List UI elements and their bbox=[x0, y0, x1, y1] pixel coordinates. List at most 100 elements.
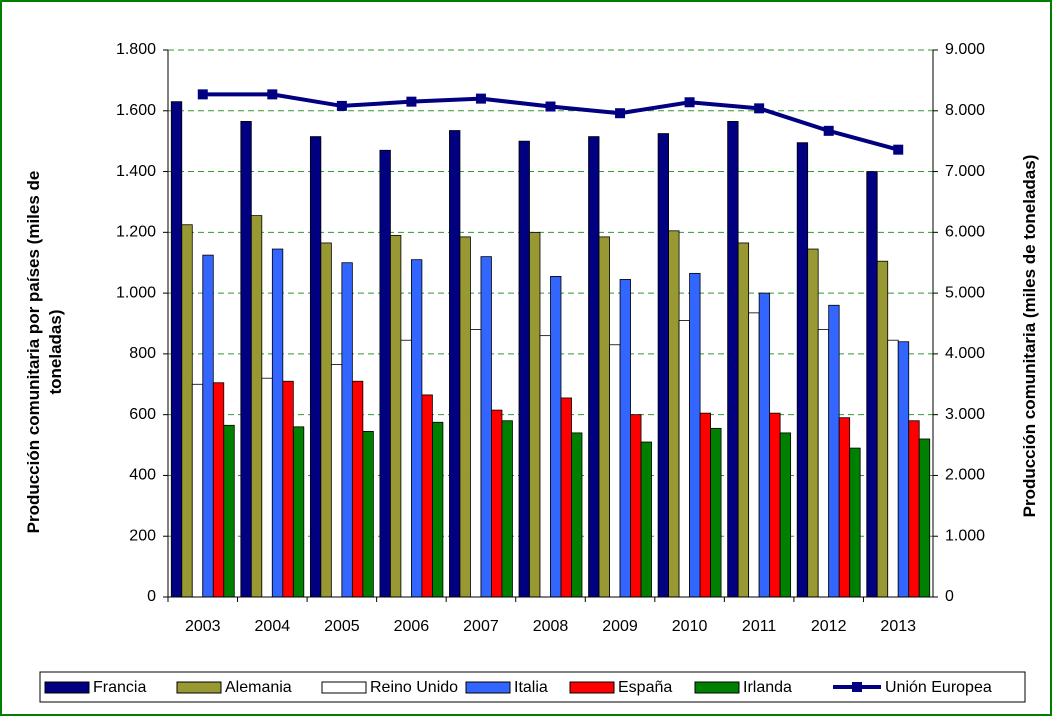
bar bbox=[598, 236, 610, 598]
bar bbox=[309, 136, 322, 598]
line-marker bbox=[823, 125, 834, 136]
bar bbox=[897, 341, 910, 598]
y2-tick-label: 5.000 bbox=[945, 284, 985, 301]
bar bbox=[699, 412, 711, 598]
bar bbox=[866, 171, 878, 598]
legend-swatch bbox=[44, 681, 90, 694]
bar bbox=[678, 320, 690, 598]
bar bbox=[529, 231, 541, 598]
legend-swatch bbox=[852, 682, 862, 692]
x-tick-label: 2011 bbox=[742, 618, 777, 635]
bar bbox=[181, 224, 193, 598]
x-tick-label: 2003 bbox=[185, 618, 221, 635]
legend-label: Irlanda bbox=[743, 679, 792, 696]
bar bbox=[560, 397, 572, 598]
bar bbox=[271, 248, 284, 598]
bar bbox=[212, 382, 225, 598]
y-tick-label: 0 bbox=[147, 588, 156, 605]
bar bbox=[689, 272, 701, 598]
bar bbox=[421, 394, 433, 598]
bar bbox=[379, 149, 391, 598]
bar bbox=[619, 279, 631, 598]
bar bbox=[828, 304, 840, 598]
bar bbox=[170, 101, 183, 598]
y-tick-label: 1.400 bbox=[116, 163, 156, 180]
y2-tick-label: 1.000 bbox=[945, 527, 985, 544]
y-tick-label: 400 bbox=[129, 467, 156, 484]
y2-tick-label: 6.000 bbox=[945, 224, 985, 241]
bar bbox=[758, 292, 771, 598]
bar bbox=[640, 441, 652, 598]
bar bbox=[240, 121, 252, 598]
bar bbox=[432, 421, 444, 598]
bar bbox=[609, 344, 621, 598]
line-marker bbox=[406, 96, 417, 107]
x-tick-label: 2009 bbox=[602, 618, 638, 635]
bar bbox=[796, 142, 809, 598]
bar bbox=[282, 380, 294, 598]
x-tick-label: 2008 bbox=[533, 618, 569, 635]
bar bbox=[918, 438, 931, 598]
bar bbox=[261, 377, 273, 598]
x-tick-label: 2004 bbox=[255, 618, 291, 635]
bar bbox=[400, 339, 412, 598]
bar bbox=[908, 420, 920, 598]
y-tick-label: 1.200 bbox=[116, 224, 156, 241]
legend-label: Alemania bbox=[225, 679, 292, 696]
bar bbox=[550, 275, 562, 598]
legend-label: Francia bbox=[93, 679, 146, 696]
y-tick-label: 1.800 bbox=[116, 41, 156, 58]
bar bbox=[807, 248, 819, 598]
x-tick-label: 2007 bbox=[463, 618, 499, 635]
bar bbox=[470, 329, 482, 598]
y-tick-label: 800 bbox=[129, 345, 156, 362]
bar bbox=[887, 339, 899, 598]
x-tick-label: 2005 bbox=[324, 618, 360, 635]
y-tick-label: 1.600 bbox=[116, 102, 156, 119]
bar bbox=[480, 256, 492, 598]
y2-tick-label: 0 bbox=[945, 588, 954, 605]
line-marker bbox=[754, 103, 765, 114]
y-tick-label: 1.000 bbox=[116, 284, 156, 301]
bar bbox=[341, 262, 353, 598]
bar bbox=[491, 409, 503, 598]
line-marker bbox=[267, 89, 278, 100]
bar bbox=[390, 234, 402, 598]
y-tick-label: 600 bbox=[129, 406, 156, 423]
bar bbox=[769, 412, 781, 598]
x-tick-label: 2010 bbox=[672, 618, 708, 635]
legend-swatch bbox=[176, 681, 222, 694]
legend-label: Unión Europea bbox=[885, 679, 992, 696]
bar bbox=[817, 329, 830, 598]
bar bbox=[351, 380, 364, 598]
bar bbox=[330, 364, 343, 598]
legend-swatch bbox=[321, 681, 367, 694]
bar bbox=[727, 121, 739, 598]
bar bbox=[668, 230, 680, 598]
bar bbox=[202, 254, 214, 598]
bar bbox=[449, 130, 461, 598]
bar bbox=[223, 424, 235, 598]
y2-tick-label: 2.000 bbox=[945, 467, 985, 484]
legend-label: España bbox=[618, 679, 672, 696]
legend-label: Italia bbox=[514, 679, 548, 696]
legend-swatch bbox=[569, 681, 615, 694]
bar bbox=[710, 427, 722, 598]
bar bbox=[657, 133, 669, 598]
line-marker bbox=[475, 93, 486, 104]
x-tick-label: 2013 bbox=[880, 618, 916, 635]
line-marker bbox=[197, 89, 208, 100]
bar bbox=[501, 420, 513, 598]
bar bbox=[849, 447, 861, 598]
y2-tick-label: 9.000 bbox=[945, 41, 985, 58]
bar bbox=[459, 236, 471, 598]
x-tick-label: 2012 bbox=[811, 618, 847, 635]
legend-swatch bbox=[465, 681, 511, 694]
bar bbox=[779, 432, 792, 598]
line-marker bbox=[545, 101, 556, 112]
bar bbox=[411, 259, 423, 598]
bar bbox=[588, 136, 600, 598]
y2-axis-label: Producción comunitaria (miles de tonelad… bbox=[1020, 154, 1039, 518]
